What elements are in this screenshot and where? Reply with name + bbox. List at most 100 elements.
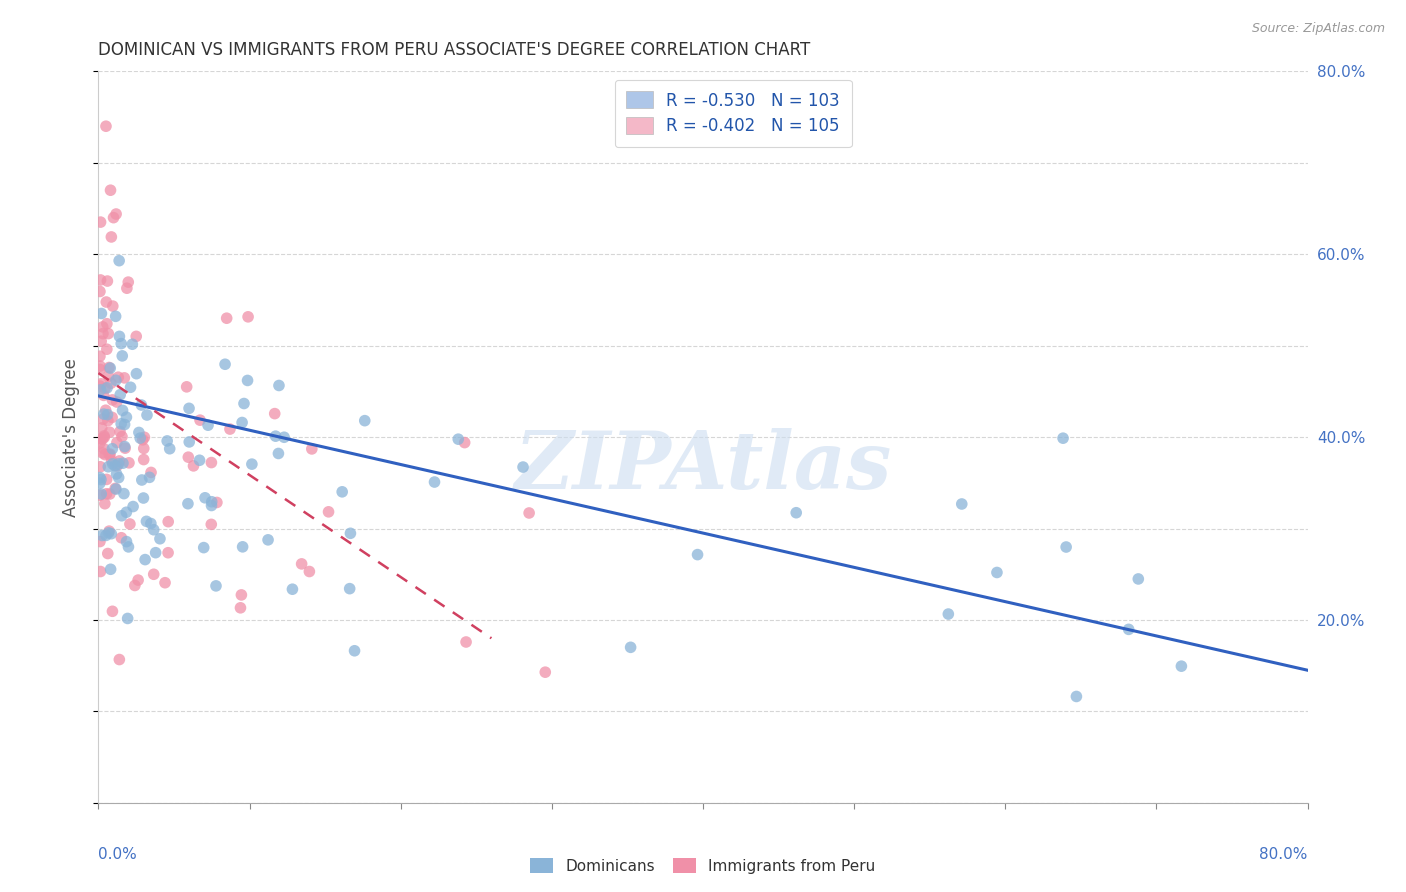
Point <box>89 359 111 373</box>
Point <box>89 383 111 397</box>
Point <box>94 403 117 417</box>
Point <box>177 497 200 511</box>
Point <box>105 467 128 481</box>
Point <box>117 611 139 625</box>
Point <box>89 362 111 376</box>
Point <box>97 525 120 540</box>
Point <box>98 360 121 375</box>
Point <box>339 582 361 596</box>
Point <box>96 408 118 422</box>
Point <box>447 432 470 446</box>
Text: Source: ZipAtlas.com: Source: ZipAtlas.com <box>1251 22 1385 36</box>
Text: ZIPAtlas: ZIPAtlas <box>515 427 891 505</box>
Point <box>96 274 118 288</box>
Point <box>89 488 111 502</box>
Point <box>105 395 128 409</box>
Point <box>89 470 111 484</box>
Point <box>1170 659 1192 673</box>
Point <box>330 484 353 499</box>
Point <box>188 453 211 467</box>
Point <box>159 442 181 456</box>
Text: 80.0%: 80.0% <box>1260 847 1308 863</box>
Point <box>91 446 114 460</box>
Point <box>91 319 114 334</box>
Point <box>132 433 155 447</box>
Point <box>90 215 112 229</box>
Point <box>201 495 224 509</box>
Point <box>111 349 134 363</box>
Point <box>128 425 150 440</box>
Point <box>105 207 128 221</box>
Point <box>97 326 120 341</box>
Point <box>267 446 290 460</box>
Point <box>534 665 557 680</box>
Point <box>96 487 118 501</box>
Point <box>1118 623 1140 637</box>
Point <box>89 534 111 549</box>
Point <box>94 120 117 134</box>
Point <box>127 573 149 587</box>
Point <box>112 371 135 385</box>
Point <box>257 533 280 547</box>
Point <box>100 376 122 391</box>
Point <box>93 442 115 456</box>
Point <box>236 374 259 388</box>
Point <box>135 514 157 528</box>
Point <box>950 497 973 511</box>
Point <box>98 448 121 462</box>
Point <box>110 336 132 351</box>
Point <box>89 459 111 474</box>
Point <box>263 407 285 421</box>
Point <box>98 487 121 501</box>
Point <box>200 499 222 513</box>
Point <box>121 337 143 351</box>
Point <box>97 459 120 474</box>
Point <box>91 432 114 446</box>
Point <box>96 472 118 486</box>
Point <box>236 310 259 324</box>
Point <box>353 414 375 428</box>
Point <box>149 532 172 546</box>
Point <box>94 381 117 395</box>
Point <box>139 516 162 531</box>
Point <box>156 434 179 448</box>
Point <box>97 414 120 428</box>
Point <box>114 441 136 455</box>
Point <box>197 418 219 433</box>
Point <box>101 392 124 407</box>
Point <box>98 361 121 376</box>
Point <box>101 299 124 313</box>
Point <box>118 456 141 470</box>
Point <box>132 491 155 505</box>
Point <box>157 515 180 529</box>
Point <box>120 380 142 394</box>
Point <box>104 458 127 473</box>
Point <box>1054 540 1077 554</box>
Point <box>96 317 118 331</box>
Point <box>131 473 153 487</box>
Point <box>90 473 112 487</box>
Point <box>205 579 228 593</box>
Point <box>98 524 121 538</box>
Point <box>124 578 146 592</box>
Point <box>115 281 138 295</box>
Point <box>273 430 295 444</box>
Point <box>103 211 125 225</box>
Point <box>98 447 121 461</box>
Point <box>205 495 228 509</box>
Point <box>117 275 139 289</box>
Point <box>98 425 121 440</box>
Point <box>122 500 145 514</box>
Point <box>231 416 253 430</box>
Point <box>111 456 134 470</box>
Point <box>108 253 131 268</box>
Point <box>105 458 128 473</box>
Point <box>104 310 127 324</box>
Point <box>200 456 222 470</box>
Point <box>100 230 122 244</box>
Point <box>91 326 114 341</box>
Point <box>339 526 361 541</box>
Point <box>177 450 200 465</box>
Point <box>264 429 287 443</box>
Point <box>114 417 136 432</box>
